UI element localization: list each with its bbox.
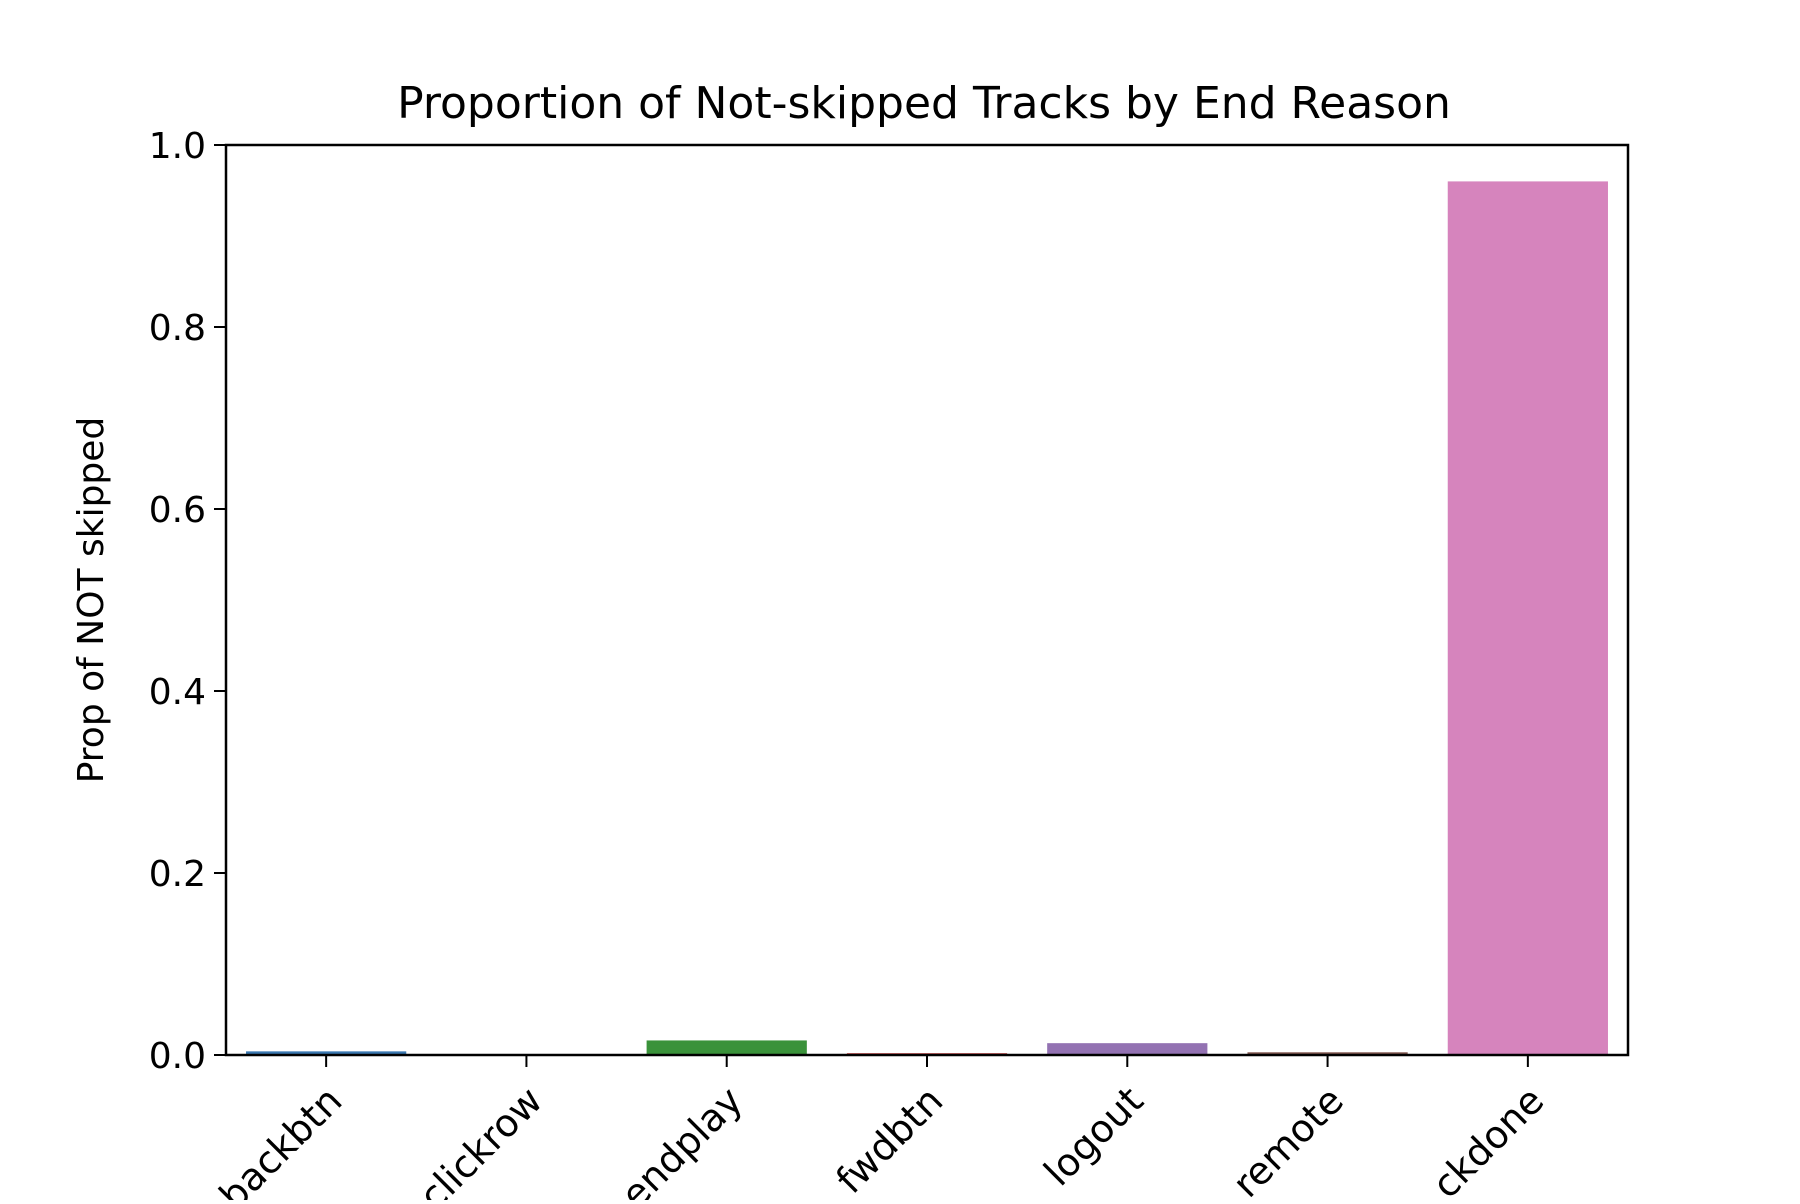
y-tick-label: 0.4 <box>149 672 206 713</box>
plot-frame <box>224 143 1630 1057</box>
x-tick-label: clickrow <box>411 1078 551 1200</box>
bar-logout <box>1047 1043 1208 1055</box>
x-tick-label: remote <box>1224 1078 1352 1200</box>
y-tick-label: 0.6 <box>149 490 206 531</box>
bar-remote <box>1247 1052 1408 1055</box>
y-tick-label: 0.0 <box>149 1036 206 1077</box>
x-tick-label: fwdbtn <box>828 1078 952 1200</box>
x-tick-label: logout <box>1036 1078 1152 1194</box>
bar-backbtn <box>246 1051 407 1055</box>
x-tick-label: endplay <box>612 1078 751 1200</box>
bar-endplay <box>646 1040 807 1055</box>
bar-trackdone <box>1447 181 1608 1055</box>
chart-title: Proportion of Not-skipped Tracks by End … <box>397 78 1451 129</box>
y-tick-label: 1.0 <box>149 126 206 167</box>
x-tick-label: ckdone <box>1424 1078 1553 1200</box>
x-tick-label: backbtn <box>211 1078 351 1200</box>
y-tick-label: 0.8 <box>149 308 206 349</box>
y-tick-label: 0.2 <box>149 854 206 895</box>
y-axis-label: Prop of NOT skipped <box>71 417 112 784</box>
